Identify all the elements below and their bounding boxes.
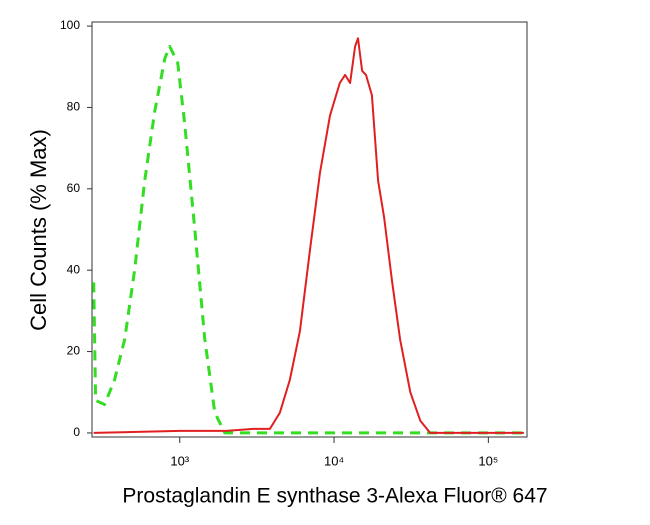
y-tick-label: 80	[67, 100, 81, 114]
y-tick-label: 40	[67, 262, 81, 276]
histogram-line	[92, 44, 524, 435]
x-tick-label: 10³	[170, 453, 189, 468]
y-tick-label: 60	[67, 181, 81, 195]
plot-frame	[91, 21, 528, 438]
x-tick-label: 10⁵	[478, 453, 498, 468]
histogram-line	[93, 37, 524, 434]
x-axis-label: Prostaglandin E synthase 3-Alexa Fluor® …	[122, 485, 547, 508]
y-axis-label: Cell Counts (% Max)	[26, 129, 51, 331]
y-tick-label: 0	[73, 425, 80, 439]
y-tick-label: 20	[67, 344, 81, 358]
x-tick-label: 10⁴	[324, 453, 344, 468]
y-tick-label: 100	[60, 18, 80, 32]
